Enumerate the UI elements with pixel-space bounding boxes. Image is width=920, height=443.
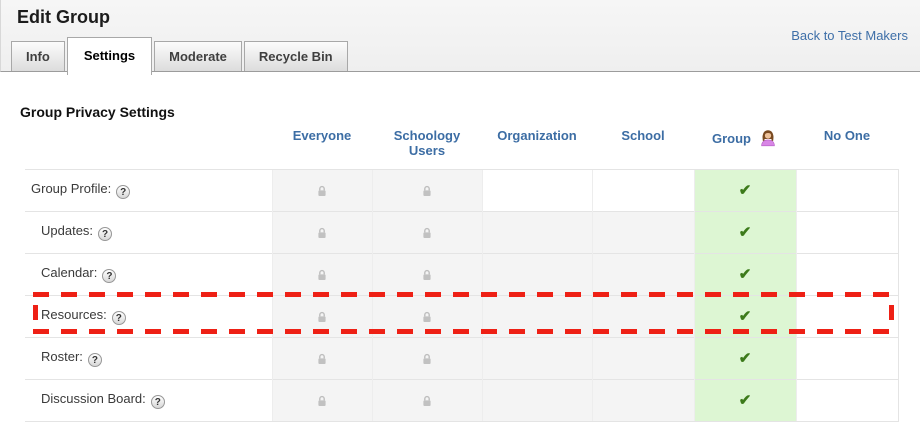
cell-resources-no-one[interactable] — [795, 294, 899, 337]
column-header-group-label: Group — [712, 130, 751, 146]
cell-calendar-everyone — [271, 252, 372, 295]
cell-group-profile-schoology-users — [371, 168, 482, 211]
tab-moderate[interactable]: Moderate — [154, 41, 242, 71]
privacy-table: Everyone Schoology Users Organization Sc… — [25, 120, 899, 422]
help-icon[interactable]: ? — [150, 395, 165, 409]
page-title: Edit Group — [17, 7, 110, 27]
cell-discussion-board-school — [591, 378, 694, 422]
check-icon: ✔ — [738, 307, 752, 325]
cell-discussion-board-schoology-users — [371, 378, 482, 422]
cell-roster-school — [591, 336, 694, 379]
help-icon[interactable]: ? — [98, 227, 113, 241]
row-label-updates: Updates:? — [25, 210, 272, 253]
table-header-row: Everyone Schoology Users Organization Sc… — [25, 120, 898, 169]
cell-resources-schoology-users — [371, 294, 482, 337]
cell-updates-everyone — [271, 210, 372, 253]
cell-calendar-school — [591, 252, 694, 295]
cell-roster-everyone — [271, 336, 372, 379]
cell-resources-everyone — [271, 294, 372, 337]
cell-group-profile-organization[interactable] — [481, 168, 592, 211]
lock-icon — [423, 269, 431, 280]
help-icon[interactable]: ? — [87, 353, 102, 367]
cell-updates-school — [591, 210, 694, 253]
column-header-everyone: Everyone — [292, 128, 352, 143]
check-icon: ✔ — [738, 223, 752, 241]
tab-recycle-bin[interactable]: Recycle Bin — [243, 41, 348, 71]
column-header-organization: Organization — [497, 128, 577, 143]
row-label-discussion-board: Discussion Board:? — [25, 378, 272, 422]
cell-updates-schoology-users — [371, 210, 482, 253]
cell-discussion-board-organization — [481, 378, 592, 422]
check-icon: ✔ — [738, 265, 752, 283]
column-header-schoology-users: Schoology Users — [393, 128, 461, 158]
table-row-calendar: Calendar:? ✔ — [25, 252, 899, 295]
check-icon: ✔ — [738, 349, 752, 367]
lock-icon — [318, 311, 326, 322]
cell-calendar-schoology-users — [371, 252, 482, 295]
page-header: Edit Group Back to Test Makers Info Sett… — [0, 0, 920, 75]
cell-roster-schoology-users — [371, 336, 482, 379]
cell-updates-no-one[interactable] — [795, 210, 899, 253]
lock-icon — [423, 185, 431, 196]
help-icon[interactable]: ? — [116, 185, 131, 199]
cell-resources-organization — [481, 294, 592, 337]
cell-discussion-board-group[interactable]: ✔ — [693, 378, 796, 422]
lock-icon — [318, 227, 326, 238]
cell-calendar-organization — [481, 252, 592, 295]
table-row-discussion-board: Discussion Board:? ✔ — [25, 378, 899, 422]
cell-group-profile-group[interactable]: ✔ — [693, 168, 796, 211]
back-link[interactable]: Back to Test Makers — [791, 28, 908, 43]
lock-icon — [423, 311, 431, 322]
group-member-icon — [761, 130, 775, 147]
cell-discussion-board-everyone — [271, 378, 372, 422]
cell-discussion-board-no-one[interactable] — [795, 378, 899, 422]
tab-bar: Info Settings Moderate Recycle Bin — [11, 37, 350, 75]
cell-resources-group[interactable]: ✔ — [693, 294, 796, 337]
lock-icon — [423, 353, 431, 364]
table-row-resources: Resources:? ✔ — [25, 294, 899, 337]
lock-icon — [318, 395, 326, 406]
table-row-roster: Roster:? ✔ — [25, 336, 899, 379]
cell-group-profile-everyone — [271, 168, 372, 211]
column-header-group: Group — [694, 120, 796, 169]
check-icon: ✔ — [738, 391, 752, 409]
table-row-updates: Updates:? ✔ — [25, 210, 899, 253]
row-label-group-profile: Group Profile:? — [25, 168, 272, 211]
label-column-header — [25, 120, 272, 169]
lock-icon — [423, 227, 431, 238]
cell-group-profile-no-one[interactable] — [795, 168, 899, 211]
cell-calendar-group[interactable]: ✔ — [693, 252, 796, 295]
row-label-roster: Roster:? — [25, 336, 272, 379]
tab-info[interactable]: Info — [11, 41, 65, 71]
row-label-calendar: Calendar:? — [25, 252, 272, 295]
column-header-school: School — [621, 128, 665, 143]
column-header-no-one: No One — [823, 128, 871, 143]
tab-settings[interactable]: Settings — [66, 37, 153, 75]
section-heading: Group Privacy Settings — [20, 104, 175, 120]
lock-icon — [318, 185, 326, 196]
lock-icon — [318, 269, 326, 280]
cell-updates-group[interactable]: ✔ — [693, 210, 796, 253]
cell-calendar-no-one[interactable] — [795, 252, 899, 295]
cell-roster-no-one[interactable] — [795, 336, 899, 379]
help-icon[interactable]: ? — [111, 311, 126, 325]
cell-resources-school — [591, 294, 694, 337]
check-icon: ✔ — [738, 181, 752, 199]
cell-updates-organization — [481, 210, 592, 253]
row-label-resources: Resources:? — [25, 294, 272, 337]
cell-roster-group[interactable]: ✔ — [693, 336, 796, 379]
lock-icon — [318, 353, 326, 364]
help-icon[interactable]: ? — [102, 269, 117, 283]
cell-roster-organization — [481, 336, 592, 379]
lock-icon — [423, 395, 431, 406]
table-row-group-profile: Group Profile:? ✔ — [25, 168, 899, 211]
cell-group-profile-school[interactable] — [591, 168, 694, 211]
